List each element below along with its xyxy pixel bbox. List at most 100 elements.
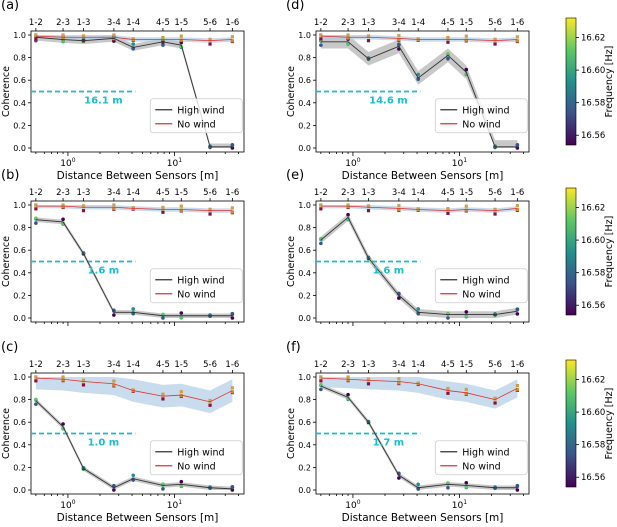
frequency-point (464, 208, 468, 212)
legend-box (434, 98, 528, 134)
legend-label: High wind (177, 105, 224, 116)
axes-frame (315, 30, 530, 153)
colorbar-tick-label: 16.56 (581, 131, 605, 141)
legend-label: High wind (462, 105, 509, 116)
frequency-point (230, 386, 234, 390)
frequency-point (112, 383, 116, 387)
x-tick-label: 100 (60, 499, 75, 511)
sensor-pair-label: 2-3 (341, 360, 355, 370)
y-tick-label: 0.4 (13, 441, 26, 450)
frequency-point (446, 56, 450, 61)
panels-group: (a) 0.0 0.2 0.4 0.6 0.8 1.0 100 101 1-2 2-3 1-3 3-4 1… (1, 0, 530, 524)
frequency-point (179, 390, 183, 394)
frequency-point (230, 311, 235, 316)
y-tick-label: 0.4 (298, 269, 311, 278)
frequency-point (61, 205, 65, 209)
panel-e: (e) 0.0 0.2 0.4 0.6 0.8 1.01-2 2-3 1-3 3-4 1-4 4-5 1… (286, 168, 530, 326)
frequency-point (397, 476, 401, 480)
sensor-pair-label: 1-3 (77, 18, 91, 28)
sensor-pair-label: 1-4 (126, 18, 140, 28)
sensor-pair-label: 3-4 (392, 360, 406, 370)
sensor-pair-label: 3-4 (107, 360, 121, 370)
sensor-pair-label: 1-5 (459, 18, 473, 28)
sensor-pair-label: 1-5 (174, 360, 188, 370)
colorbar-gradient (565, 187, 577, 316)
frequency-point (179, 315, 184, 319)
confidence-band (320, 35, 518, 148)
y-axis-label: Coherence (286, 66, 297, 117)
sensor-pair-label: 1-3 (77, 188, 91, 198)
frequency-point (366, 209, 371, 213)
frequency-point (346, 378, 350, 382)
frequency-point (131, 473, 135, 478)
series-line (35, 35, 233, 42)
sensor-pair-label: 5-6 (203, 18, 217, 28)
sensor-pair-label: 2-3 (56, 18, 70, 28)
sensor-pair-label: 1-4 (411, 360, 425, 370)
frequency-point (515, 208, 519, 212)
frequency-point (416, 307, 420, 311)
threshold-label: 14.6 m (369, 96, 408, 107)
frequency-point (515, 39, 519, 43)
sensor-pair-label: 1-3 (362, 188, 376, 198)
frequency-point (34, 216, 38, 221)
sensor-pair-label: 1-3 (362, 360, 376, 370)
x-tick-label: 101 (167, 499, 182, 511)
frequency-point (319, 379, 323, 383)
sensor-pair-label: 1-6 (510, 18, 524, 28)
frequency-point (61, 375, 65, 379)
sensor-pair-label: 2-3 (341, 188, 355, 198)
frequency-point (366, 56, 371, 60)
colorbar-tick-label: 16.60 (581, 66, 605, 76)
frequency-point (112, 379, 116, 383)
y-tick-label: 0.6 (13, 76, 26, 85)
frequency-point (346, 203, 350, 207)
legend-box (149, 440, 243, 476)
frequency-point (493, 312, 497, 316)
y-axis-label: Coherence (1, 66, 12, 117)
y-tick-label: 0.4 (13, 269, 26, 278)
frequency-point (346, 33, 350, 37)
series-line (320, 205, 518, 212)
frequency-point (208, 42, 212, 46)
frequency-point (208, 212, 212, 216)
frequency-point (319, 387, 323, 392)
frequency-point (208, 37, 212, 41)
frequency-point (319, 43, 323, 47)
y-tick-label: 0.8 (298, 224, 311, 233)
sensor-pair-label: 1-2 (314, 360, 328, 370)
panel-c: (c) 0.0 0.2 0.4 0.6 0.8 1.0 100 101 1-2 2-3 1-3 3-4 1… (1, 340, 245, 524)
legend-label: High wind (177, 447, 224, 458)
frequency-point (61, 33, 65, 37)
series-line (35, 377, 233, 403)
sensor-pair-label: 3-4 (392, 188, 406, 198)
frequency-point (446, 52, 450, 56)
sensor-pair-label: 1-6 (225, 360, 239, 370)
frequency-point (366, 34, 371, 38)
y-tick-label: 0.6 (298, 418, 311, 427)
y-axis-label: Coherence (286, 236, 297, 287)
y-tick-label: 0.8 (13, 224, 26, 233)
frequency-point (161, 210, 165, 214)
series-line (35, 219, 233, 317)
y-tick-label: 0.8 (298, 54, 311, 63)
frequency-point (81, 204, 86, 208)
y-tick-label: 0.0 (298, 486, 311, 495)
frequency-point (34, 207, 38, 211)
y-tick-label: 1.0 (13, 201, 26, 210)
threshold-label: 1.6 m (373, 266, 405, 277)
frequency-point (208, 403, 212, 407)
legend-box (149, 268, 243, 304)
legend-label: No wind (177, 119, 215, 130)
legend-label: No wind (462, 461, 500, 472)
frequency-point (515, 483, 520, 488)
frequency-point (493, 207, 497, 211)
frequency-point (61, 378, 65, 382)
frequency-point (112, 483, 116, 488)
frequency-point (81, 209, 86, 213)
sensor-pair-label: 3-4 (107, 18, 121, 28)
sensor-pair-label: 1-5 (174, 18, 188, 28)
sensor-pair-label: 1-6 (510, 360, 524, 370)
frequency-point (230, 210, 234, 214)
